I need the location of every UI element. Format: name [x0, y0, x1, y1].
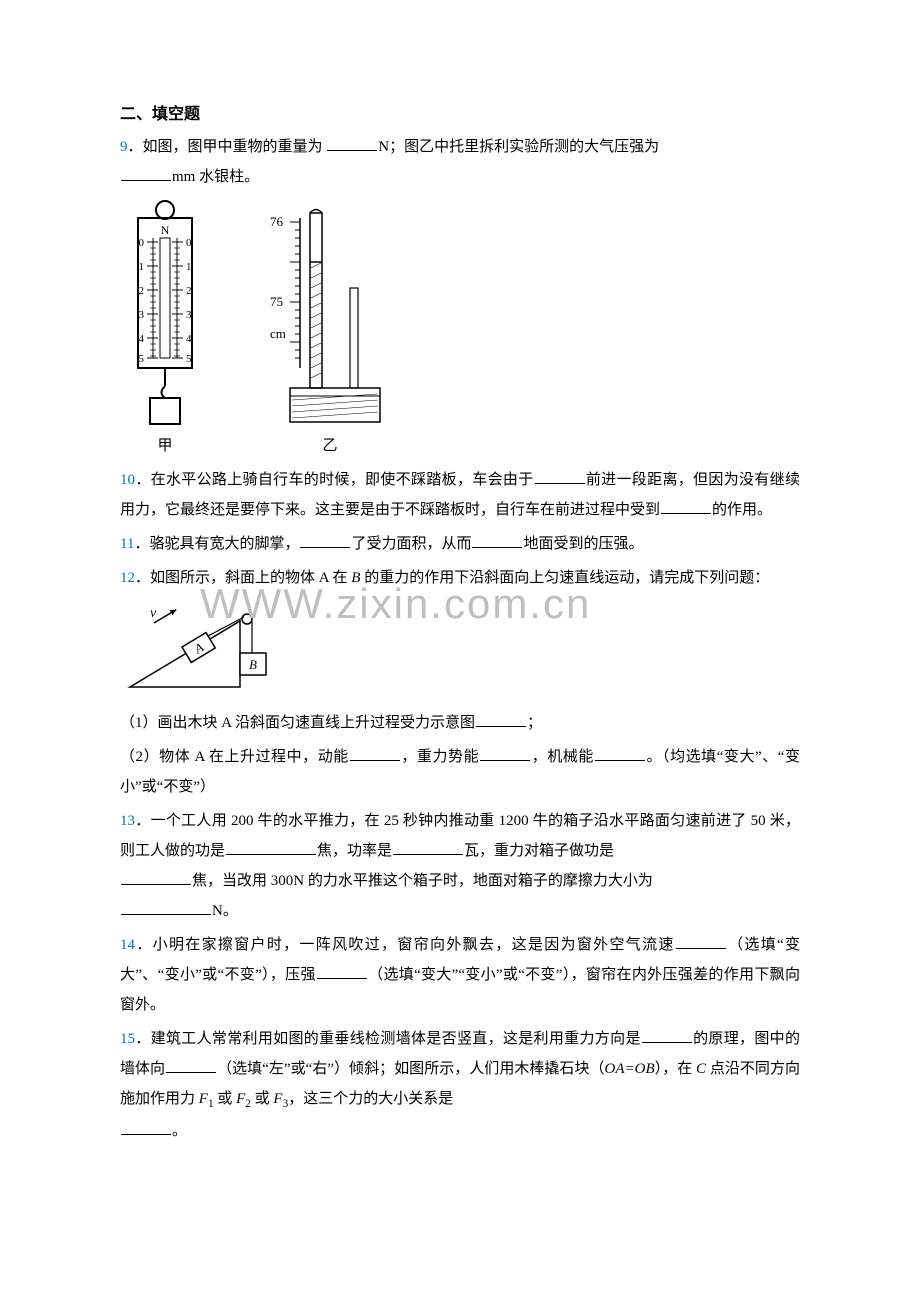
blank [300, 534, 350, 549]
svg-text:3: 3 [139, 309, 145, 321]
q15-f: ，这三个力的大小关系是 [288, 1091, 453, 1107]
q15-f2: F [236, 1091, 245, 1107]
svg-text:2: 2 [139, 285, 145, 297]
svg-text:4: 4 [139, 333, 145, 345]
figure-barometer: 76 75 cm [250, 198, 410, 455]
q15-f3: F [273, 1091, 282, 1107]
scale-cm: cm [270, 326, 286, 341]
q15-number: 15 [120, 1031, 135, 1047]
blank [317, 965, 367, 980]
q11-b: 了受力面积，从而 [351, 536, 471, 552]
question-11: 11．骆驼具有宽大的脚掌， 了受力面积，从而 地面受到的压强。 [120, 529, 800, 559]
svg-text:1: 1 [139, 261, 145, 273]
q13-number: 13 [120, 813, 135, 829]
svg-text:3: 3 [186, 309, 192, 321]
q9-text-b: N；图乙中托里拆利实验所测的大气压强为 [378, 139, 659, 155]
blank [642, 1029, 692, 1044]
q14-number: 14 [120, 937, 135, 953]
label-jia: 甲 [157, 434, 172, 455]
question-12: 12．如图所示，斜面上的物体 A 在 B 的重力的作用下沿斜面向上匀速直线运动，… [120, 563, 800, 593]
blank [480, 747, 530, 762]
blank [121, 901, 211, 916]
unit-n: N [161, 223, 170, 237]
spring-scale-svg: N 0 1 2 3 4 5 0 1 2 3 4 5 [120, 198, 210, 428]
q12-b: 的重力的作用下沿斜面向上匀速直线运动，请完成下列问题： [360, 570, 769, 586]
q10-c: 的作用。 [712, 502, 772, 518]
q15-c: （选填“左”或“右”）倾斜；如图所示，人们用木棒撬石块（ [217, 1061, 604, 1077]
q13-c: 瓦，重力对箱子做功是 [464, 843, 614, 859]
question-13: 13．一个工人用 200 牛的水平推力，在 25 秒钟内推动重 1200 牛的箱… [120, 806, 800, 926]
q15-or1: 或 [214, 1091, 237, 1107]
blank [350, 747, 400, 762]
q12-sub2-b: ，重力势能 [401, 749, 479, 765]
q11-number: 11 [120, 536, 134, 552]
blank [121, 167, 171, 182]
blank [661, 500, 711, 515]
q10-a: ．在水平公路上骑自行车的时候，即使不踩踏板，车会由于 [135, 472, 534, 488]
blank [327, 137, 377, 152]
barometer-svg: 76 75 cm [250, 198, 410, 428]
scale-75: 75 [270, 294, 283, 309]
q12-sub2: （2）物体 A 在上升过程中，动能，重力势能，机械能。（均选填“变大”、“变小”… [120, 742, 800, 802]
q12-sub1-b: ； [527, 715, 542, 731]
q11-a: ．骆驼具有宽大的脚掌， [134, 536, 299, 552]
svg-text:4: 4 [186, 333, 192, 345]
incline-svg: A v B [120, 597, 310, 697]
q12-sub2-c: ，机械能 [531, 749, 594, 765]
figure-spring-scale: N 0 1 2 3 4 5 0 1 2 3 4 5 [120, 198, 210, 455]
q14-a: ．小明在家擦窗户时，一阵风吹过，窗帘向外飘去，这是因为窗外空气流速 [135, 937, 675, 953]
q12-sub1: （1）画出木块 A 沿斜面匀速直线上升过程受力示意图 ； [120, 708, 800, 738]
q13-b: 焦，功率是 [317, 843, 392, 859]
q15-oa: OA=OB [605, 1061, 655, 1077]
section-title: 二、填空题 [120, 100, 800, 124]
svg-text:5: 5 [139, 353, 145, 365]
label-b: B [249, 657, 257, 672]
q13-e: N。 [212, 903, 238, 919]
q15-g: 。 [172, 1123, 187, 1139]
q11-c: 地面受到的压强。 [523, 536, 643, 552]
q12-sub2-a: （2）物体 A 在上升过程中，动能 [120, 749, 349, 765]
question-15: 15．建筑工人常常利用如图的重垂线检测墙体是否竖直，这是利用重力方向是的原理，图… [120, 1024, 800, 1146]
blank [676, 935, 726, 950]
figure-incline: A v B [120, 597, 800, 702]
q15-f1: F [199, 1091, 208, 1107]
svg-text:2: 2 [186, 285, 192, 297]
q15-or2: 或 [251, 1091, 274, 1107]
blank [166, 1059, 216, 1074]
q12-a: ．如图所示，斜面上的物体 A 在 [135, 570, 351, 586]
question-9: 9．如图，图甲中重物的重量为 N；图乙中托里拆利实验所测的大气压强为 mm 水银… [120, 132, 800, 192]
q12-number: 12 [120, 570, 135, 586]
blank [476, 713, 526, 728]
q9-number: 9 [120, 139, 128, 155]
q15-ci: C [696, 1061, 706, 1077]
q9-figures: N 0 1 2 3 4 5 0 1 2 3 4 5 [120, 198, 800, 455]
q9-text-a: ．如图，图甲中重物的重量为 [128, 139, 323, 155]
blank [393, 841, 463, 856]
scale-76: 76 [270, 214, 284, 229]
blank [595, 747, 645, 762]
blank [472, 534, 522, 549]
label-v: v [150, 606, 157, 621]
blank [535, 470, 585, 485]
svg-text:0: 0 [139, 237, 145, 249]
q13-d: 焦，当改用 300N 的力水平推这个箱子时，地面对箱子的摩擦力大小为 [192, 873, 653, 889]
q10-number: 10 [120, 472, 135, 488]
svg-text:0: 0 [186, 237, 192, 249]
q9-unit: mm 水银柱。 [172, 169, 259, 185]
svg-text:1: 1 [186, 261, 192, 273]
label-yi: 乙 [322, 434, 337, 455]
blank [121, 1120, 171, 1135]
svg-text:5: 5 [186, 353, 192, 365]
q15-a: ．建筑工人常常利用如图的重垂线检测墙体是否竖直，这是利用重力方向是 [135, 1031, 641, 1047]
question-10: 10．在水平公路上骑自行车的时候，即使不踩踏板，车会由于前进一段距离，但因为没有… [120, 465, 800, 525]
blank [121, 871, 191, 886]
blank [226, 841, 316, 856]
q15-d: ），在 [655, 1061, 696, 1077]
question-14: 14．小明在家擦窗户时，一阵风吹过，窗帘向外飘去，这是因为窗外空气流速（选填“变… [120, 930, 800, 1020]
q12-sub1-a: （1）画出木块 A 沿斜面匀速直线上升过程受力示意图 [120, 715, 475, 731]
